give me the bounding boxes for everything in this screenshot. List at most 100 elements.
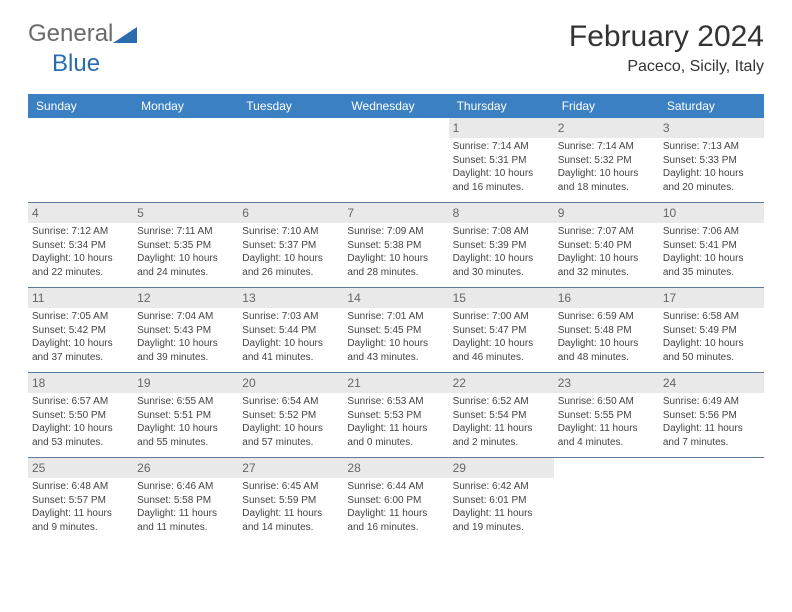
day-number: 6	[238, 203, 343, 223]
sunrise-text: Sunrise: 6:46 AM	[137, 480, 234, 494]
daylight-text: Daylight: 11 hours and 19 minutes.	[453, 507, 550, 534]
day-number: 16	[554, 288, 659, 308]
day-cell-17: 17Sunrise: 6:58 AMSunset: 5:49 PMDayligh…	[659, 288, 764, 373]
daylight-text: Daylight: 10 hours and 55 minutes.	[137, 422, 234, 449]
sunrise-text: Sunrise: 7:14 AM	[558, 140, 655, 154]
daylight-text: Daylight: 11 hours and 14 minutes.	[242, 507, 339, 534]
day-number: 13	[238, 288, 343, 308]
sunrise-text: Sunrise: 6:45 AM	[242, 480, 339, 494]
day-number: 20	[238, 373, 343, 393]
month-title: February 2024	[569, 20, 764, 54]
sunrise-text: Sunrise: 6:44 AM	[347, 480, 444, 494]
sunrise-text: Sunrise: 6:55 AM	[137, 395, 234, 409]
sunset-text: Sunset: 5:33 PM	[663, 154, 760, 168]
day-cell-1: 1Sunrise: 7:14 AMSunset: 5:31 PMDaylight…	[449, 118, 554, 203]
day-cell-18: 18Sunrise: 6:57 AMSunset: 5:50 PMDayligh…	[28, 373, 133, 458]
day-number: 2	[554, 118, 659, 138]
day-cell-19: 19Sunrise: 6:55 AMSunset: 5:51 PMDayligh…	[133, 373, 238, 458]
sunrise-text: Sunrise: 6:48 AM	[32, 480, 129, 494]
calendar-row: 11Sunrise: 7:05 AMSunset: 5:42 PMDayligh…	[28, 288, 764, 373]
day-cell-27: 27 Sunrise: 6:45 AMSunset: 5:59 PMDayligh…	[238, 458, 343, 543]
day-number: 9	[554, 203, 659, 223]
sunset-text: Sunset: 6:01 PM	[453, 494, 550, 508]
sunrise-text: Sunrise: 7:05 AM	[32, 310, 129, 324]
daylight-text: Daylight: 10 hours and 53 minutes.	[32, 422, 129, 449]
calendar-row: 18Sunrise: 6:57 AMSunset: 5:50 PMDayligh…	[28, 373, 764, 458]
sunset-text: Sunset: 5:35 PM	[137, 239, 234, 253]
daylight-text: Daylight: 10 hours and 57 minutes.	[242, 422, 339, 449]
sunset-text: Sunset: 5:54 PM	[453, 409, 550, 423]
day-cell-25: 25Sunrise: 6:48 AMSunset: 5:57 PMDayligh…	[28, 458, 133, 543]
empty-cell	[28, 118, 133, 203]
header: General February 2024 Paceco, Sicily, It…	[28, 20, 764, 76]
daylight-text: Daylight: 10 hours and 30 minutes.	[453, 252, 550, 279]
daylight-text: Daylight: 10 hours and 41 minutes.	[242, 337, 339, 364]
daylight-text: Daylight: 10 hours and 50 minutes.	[663, 337, 760, 364]
sunrise-text: Sunrise: 7:11 AM	[137, 225, 234, 239]
sunrise-text: Sunrise: 7:06 AM	[663, 225, 760, 239]
daylight-text: Daylight: 10 hours and 37 minutes.	[32, 337, 129, 364]
sunrise-text: Sunrise: 6:54 AM	[242, 395, 339, 409]
day-header-row: SundayMondayTuesdayWednesdayThursdayFrid…	[28, 94, 764, 118]
sunset-text: Sunset: 5:34 PM	[32, 239, 129, 253]
day-header-friday: Friday	[554, 94, 659, 118]
day-cell-4: 4Sunrise: 7:12 AMSunset: 5:34 PMDaylight…	[28, 203, 133, 288]
daylight-text: Daylight: 10 hours and 46 minutes.	[453, 337, 550, 364]
day-cell-9: 9Sunrise: 7:07 AMSunset: 5:40 PMDaylight…	[554, 203, 659, 288]
day-cell-3: 3Sunrise: 7:13 AMSunset: 5:33 PMDaylight…	[659, 118, 764, 203]
day-cell-6: 6Sunrise: 7:10 AMSunset: 5:37 PMDaylight…	[238, 203, 343, 288]
calendar-row: 4Sunrise: 7:12 AMSunset: 5:34 PMDaylight…	[28, 203, 764, 288]
sunset-text: Sunset: 5:59 PM	[242, 494, 339, 508]
day-cell-28: 28Sunrise: 6:44 AMSunset: 6:00 PMDayligh…	[343, 458, 448, 543]
day-cell-10: 10Sunrise: 7:06 AMSunset: 5:41 PMDayligh…	[659, 203, 764, 288]
daylight-text: Daylight: 11 hours and 0 minutes.	[347, 422, 444, 449]
empty-cell	[554, 458, 659, 543]
sunset-text: Sunset: 5:52 PM	[242, 409, 339, 423]
day-cell-15: 15 Sunrise: 7:00 AMSunset: 5:47 PMDayligh…	[449, 288, 554, 373]
sunset-text: Sunset: 5:37 PM	[242, 239, 339, 253]
day-number: 21	[343, 373, 448, 393]
sunset-text: Sunset: 5:50 PM	[32, 409, 129, 423]
sunset-text: Sunset: 5:48 PM	[558, 324, 655, 338]
empty-cell	[343, 118, 448, 203]
daylight-text: Daylight: 10 hours and 32 minutes.	[558, 252, 655, 279]
daylight-text: Daylight: 11 hours and 11 minutes.	[137, 507, 234, 534]
day-number: 27	[238, 458, 343, 478]
day-number: 10	[659, 203, 764, 223]
daylight-text: Daylight: 10 hours and 35 minutes.	[663, 252, 760, 279]
sunset-text: Sunset: 5:38 PM	[347, 239, 444, 253]
sunrise-text: Sunrise: 7:03 AM	[242, 310, 339, 324]
day-cell-16: 16Sunrise: 6:59 AMSunset: 5:48 PMDayligh…	[554, 288, 659, 373]
sunrise-text: Sunrise: 7:01 AM	[347, 310, 444, 324]
day-number: 17	[659, 288, 764, 308]
daylight-text: Daylight: 10 hours and 26 minutes.	[242, 252, 339, 279]
day-number: 24	[659, 373, 764, 393]
sunset-text: Sunset: 5:45 PM	[347, 324, 444, 338]
day-cell-2: 2Sunrise: 7:14 AMSunset: 5:32 PMDaylight…	[554, 118, 659, 203]
daylight-text: Daylight: 10 hours and 24 minutes.	[137, 252, 234, 279]
sunset-text: Sunset: 5:42 PM	[32, 324, 129, 338]
day-cell-29: 29Sunrise: 6:42 AMSunset: 6:01 PMDayligh…	[449, 458, 554, 543]
day-cell-11: 11 Sunrise: 7:05 AMSunset: 5:42 PMDayligh…	[28, 288, 133, 373]
day-number: 1	[449, 118, 554, 138]
day-number: 11	[28, 288, 133, 308]
empty-cell	[133, 118, 238, 203]
empty-cell	[659, 458, 764, 543]
day-cell-5: 5 Sunrise: 7:11 AMSunset: 5:35 PMDaylight…	[133, 203, 238, 288]
day-number: 25	[28, 458, 133, 478]
sunset-text: Sunset: 5:56 PM	[663, 409, 760, 423]
day-cell-20: 20 Sunrise: 6:54 AMSunset: 5:52 PMDayligh…	[238, 373, 343, 458]
sunrise-text: Sunrise: 7:00 AM	[453, 310, 550, 324]
sunrise-text: Sunrise: 6:50 AM	[558, 395, 655, 409]
sunrise-text: Sunrise: 6:57 AM	[32, 395, 129, 409]
day-cell-8: 8Sunrise: 7:08 AMSunset: 5:39 PMDaylight…	[449, 203, 554, 288]
day-number: 15	[449, 288, 554, 308]
day-number: 23	[554, 373, 659, 393]
day-cell-14: 14Sunrise: 7:01 AMSunset: 5:45 PMDayligh…	[343, 288, 448, 373]
day-header-monday: Monday	[133, 94, 238, 118]
title-block: February 2024 Paceco, Sicily, Italy	[569, 20, 764, 76]
day-number: 5	[133, 203, 238, 223]
day-cell-13: 13Sunrise: 7:03 AMSunset: 5:44 PMDayligh…	[238, 288, 343, 373]
sunset-text: Sunset: 5:47 PM	[453, 324, 550, 338]
calendar-body: 1Sunrise: 7:14 AMSunset: 5:31 PMDaylight…	[28, 118, 764, 542]
